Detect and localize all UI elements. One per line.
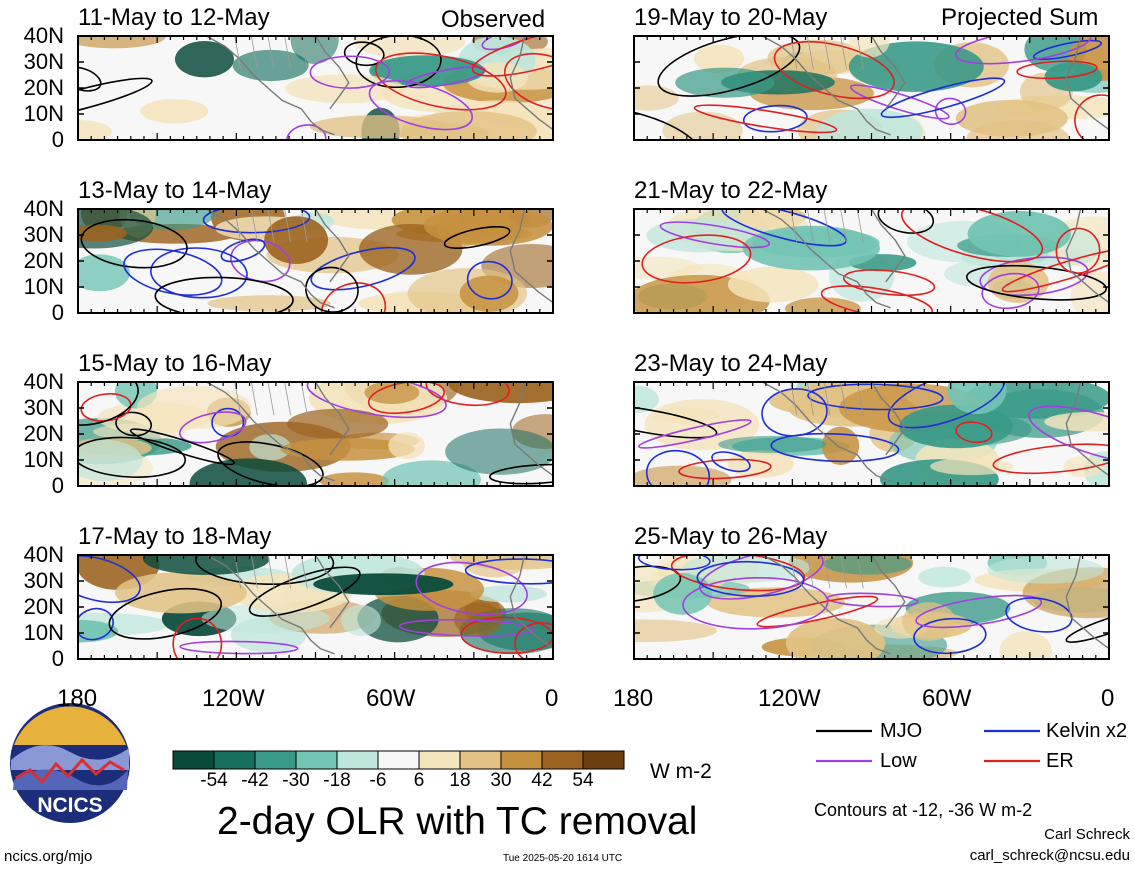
legend-label-kelvin: Kelvin x2 <box>1046 720 1128 742</box>
projected-heading: Projected Sum <box>941 4 1099 31</box>
colorbar-tick-label: 42 <box>531 770 553 791</box>
lat-label: 20N <box>23 248 64 273</box>
lat-label: 30N <box>23 49 64 74</box>
lat-label: 10N <box>23 274 64 299</box>
map-panel <box>77 554 554 660</box>
panel-title: 15-May to 16-May <box>78 350 272 377</box>
axis-ticks <box>77 35 554 141</box>
axis-ticks <box>633 381 1110 487</box>
lat-label: 40N <box>23 542 64 567</box>
map-panel <box>633 35 1110 141</box>
colorbar-tick-label: -18 <box>323 770 351 791</box>
lat-label: 0 <box>51 646 64 671</box>
lat-label: 20N <box>23 421 64 446</box>
lon-label: 180 <box>613 685 654 712</box>
colorbar-swatch <box>295 750 338 770</box>
map-panel <box>77 35 554 141</box>
lat-label: 0 <box>51 127 64 152</box>
contour-note: Contours at -12, -36 W m-2 <box>814 800 1033 820</box>
lat-label: 30N <box>23 222 64 247</box>
map-panel <box>77 381 554 487</box>
map-panel <box>633 208 1110 314</box>
axis-ticks <box>77 208 554 314</box>
panel-title: 25-May to 26-May <box>634 523 828 550</box>
colorbar-tick-label: 30 <box>490 770 512 791</box>
colorbar-tick-label: -54 <box>200 770 228 791</box>
axis-ticks <box>77 381 554 487</box>
panel-title: 13-May to 14-May <box>78 177 272 204</box>
colorbar-swatch <box>582 750 625 770</box>
timestamp: Tue 2025-05-20 1614 UTC <box>503 853 623 864</box>
map-panel <box>633 554 1110 660</box>
lon-label: 0 <box>1101 685 1115 712</box>
map-panel <box>77 208 554 314</box>
lat-label: 10N <box>23 447 64 472</box>
axis-ticks <box>633 208 1110 314</box>
lat-label: 20N <box>23 75 64 100</box>
lat-label: 40N <box>23 23 64 48</box>
lon-label: 120W <box>202 685 265 712</box>
lat-label: 20N <box>23 594 64 619</box>
colorbar-tick-label: -6 <box>369 770 387 791</box>
lon-label: 0 <box>545 685 559 712</box>
colorbar-swatch <box>541 750 584 770</box>
legend <box>816 729 1040 763</box>
lat-label: 40N <box>23 369 64 394</box>
site-link[interactable]: ncics.org/mjo <box>4 848 93 865</box>
logo-text: NCICS <box>37 794 102 817</box>
colorbar-tick-label: 6 <box>413 770 425 791</box>
panel-title: 19-May to 20-May <box>634 4 828 31</box>
axis-ticks <box>77 554 554 660</box>
map-panels <box>77 35 1110 660</box>
colorbar <box>172 750 625 770</box>
ncics-logo: NCICS <box>10 703 130 823</box>
author-name: Carl Schreck <box>1044 826 1130 843</box>
colorbar-swatch <box>213 750 256 770</box>
lat-label: 30N <box>23 395 64 420</box>
figure-title: 2-day OLR with TC removal <box>217 800 698 843</box>
colorbar-swatch <box>418 750 461 770</box>
colorbar-swatch <box>377 750 420 770</box>
colorbar-tick-label: 54 <box>572 770 594 791</box>
legend-label-er: ER <box>1046 750 1074 772</box>
panel-title: 17-May to 18-May <box>78 523 272 550</box>
colorbar-units: W m-2 <box>650 760 712 783</box>
lat-label: 40N <box>23 196 64 221</box>
panel-title: 11-May to 12-May <box>78 4 270 31</box>
lon-label: 120W <box>758 685 821 712</box>
colorbar-swatch <box>254 750 297 770</box>
lon-label: 60W <box>922 685 972 712</box>
colorbar-swatch <box>172 750 215 770</box>
lat-label: 10N <box>23 620 64 645</box>
legend-label-low: Low <box>880 750 917 772</box>
panel-title: 23-May to 24-May <box>634 350 828 377</box>
lat-label: 0 <box>51 300 64 325</box>
lat-label: 0 <box>51 473 64 498</box>
axis-ticks <box>633 35 1110 141</box>
colorbar-tick-label: -30 <box>282 770 310 791</box>
colorbar-tick-label: -42 <box>241 770 269 791</box>
lat-label: 30N <box>23 568 64 593</box>
legend-label-mjo: MJO <box>880 720 923 742</box>
axis-ticks <box>633 554 1110 660</box>
lat-label: 10N <box>23 101 64 126</box>
colorbar-swatch <box>500 750 543 770</box>
author-email: carl_schreck@ncsu.edu <box>969 847 1130 864</box>
lon-label: 180 <box>57 685 98 712</box>
observed-heading: Observed <box>441 6 546 33</box>
colorbar-tick-label: 18 <box>449 770 471 791</box>
map-panel <box>633 381 1110 487</box>
colorbar-swatch <box>336 750 379 770</box>
colorbar-swatch <box>459 750 502 770</box>
lon-label: 60W <box>366 685 416 712</box>
panel-title: 21-May to 22-May <box>634 177 828 204</box>
